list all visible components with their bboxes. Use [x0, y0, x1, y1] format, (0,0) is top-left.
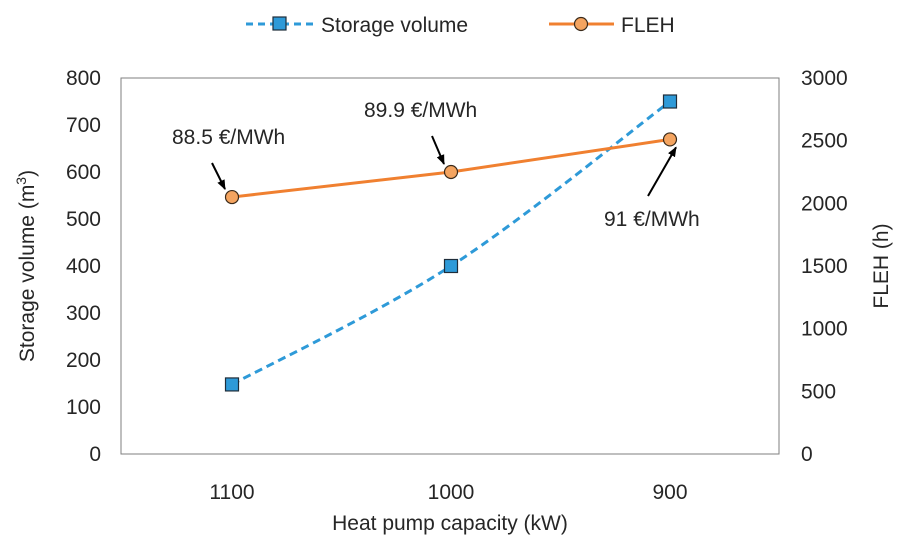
right-y-tick-label: 1500 — [801, 255, 848, 278]
left-y-tick-label: 600 — [66, 161, 101, 184]
right-y-tick-label: 0 — [801, 443, 813, 466]
data-point-storage-volume — [662, 94, 678, 109]
left-y-tick-label: 700 — [66, 114, 101, 137]
left-y-tick-label: 300 — [66, 302, 101, 325]
annotation-arrow — [211, 162, 226, 190]
left-y-axis-title-main: Storage volume (m — [16, 185, 39, 362]
data-point-storage-volume — [443, 258, 459, 274]
left-y-tick-label: 500 — [66, 208, 101, 231]
right-y-tick-label: 500 — [801, 380, 836, 403]
left-y-tick-label: 200 — [66, 349, 101, 372]
x-tick-label: 1000 — [428, 481, 475, 504]
legend-marker-square — [272, 16, 287, 31]
x-axis-title: Heat pump capacity (kW) — [332, 512, 568, 535]
right-y-tick-label: 1000 — [801, 318, 848, 341]
legend-label-storage-volume: Storage volume — [321, 14, 468, 37]
right-y-axis-title: FLEH (h) — [870, 223, 893, 308]
legend-label-fleh: FLEH — [621, 14, 675, 37]
right-y-tick-label: 2000 — [801, 192, 848, 215]
x-tick-label: 900 — [652, 481, 687, 504]
left-y-axis: 0 100 200 300 400 500 600 700 800 — [66, 67, 101, 466]
x-tick-label: 1100 — [209, 481, 254, 504]
data-point-fleh — [443, 164, 459, 180]
legend-item-fleh: FLEH — [549, 14, 675, 37]
x-axis: 1100 1000 900 — [209, 481, 687, 504]
price-annotation: 89.9 €/MWh — [364, 99, 477, 122]
left-y-tick-label: 100 — [66, 396, 101, 419]
legend-item-storage-volume: Storage volume — [246, 14, 468, 37]
annotation-arrow — [647, 146, 677, 197]
left-y-tick-label: 800 — [66, 67, 101, 90]
data-point-fleh — [224, 189, 240, 205]
right-y-tick-label: 2500 — [801, 130, 848, 153]
data-point-fleh — [662, 132, 678, 147]
annotations: 88.5 €/MWh 89.9 €/MWh 91 €/MWh — [172, 99, 700, 231]
series-layer — [224, 94, 678, 392]
legend: Storage volume FLEH — [246, 14, 675, 37]
price-annotation: 88.5 €/MWh — [172, 126, 285, 149]
legend-marker-circle — [573, 16, 589, 32]
right-y-axis-title-group: FLEH (h) — [870, 223, 893, 308]
data-point-storage-volume — [224, 377, 240, 392]
left-y-tick-label: 400 — [66, 255, 101, 278]
left-y-axis-title-end: ) — [16, 170, 39, 177]
left-y-tick-label: 0 — [89, 443, 101, 466]
annotation-arrow — [431, 135, 445, 165]
left-y-axis-title: Storage volume (m3) — [13, 170, 39, 362]
left-y-axis-title-sup: 3 — [13, 177, 29, 185]
left-y-axis-title-group: Storage volume (m3) — [13, 170, 39, 362]
price-annotation: 91 €/MWh — [604, 208, 700, 231]
right-y-axis: 0 500 1000 1500 2000 2500 3000 — [801, 67, 848, 466]
right-y-tick-label: 3000 — [801, 67, 848, 90]
